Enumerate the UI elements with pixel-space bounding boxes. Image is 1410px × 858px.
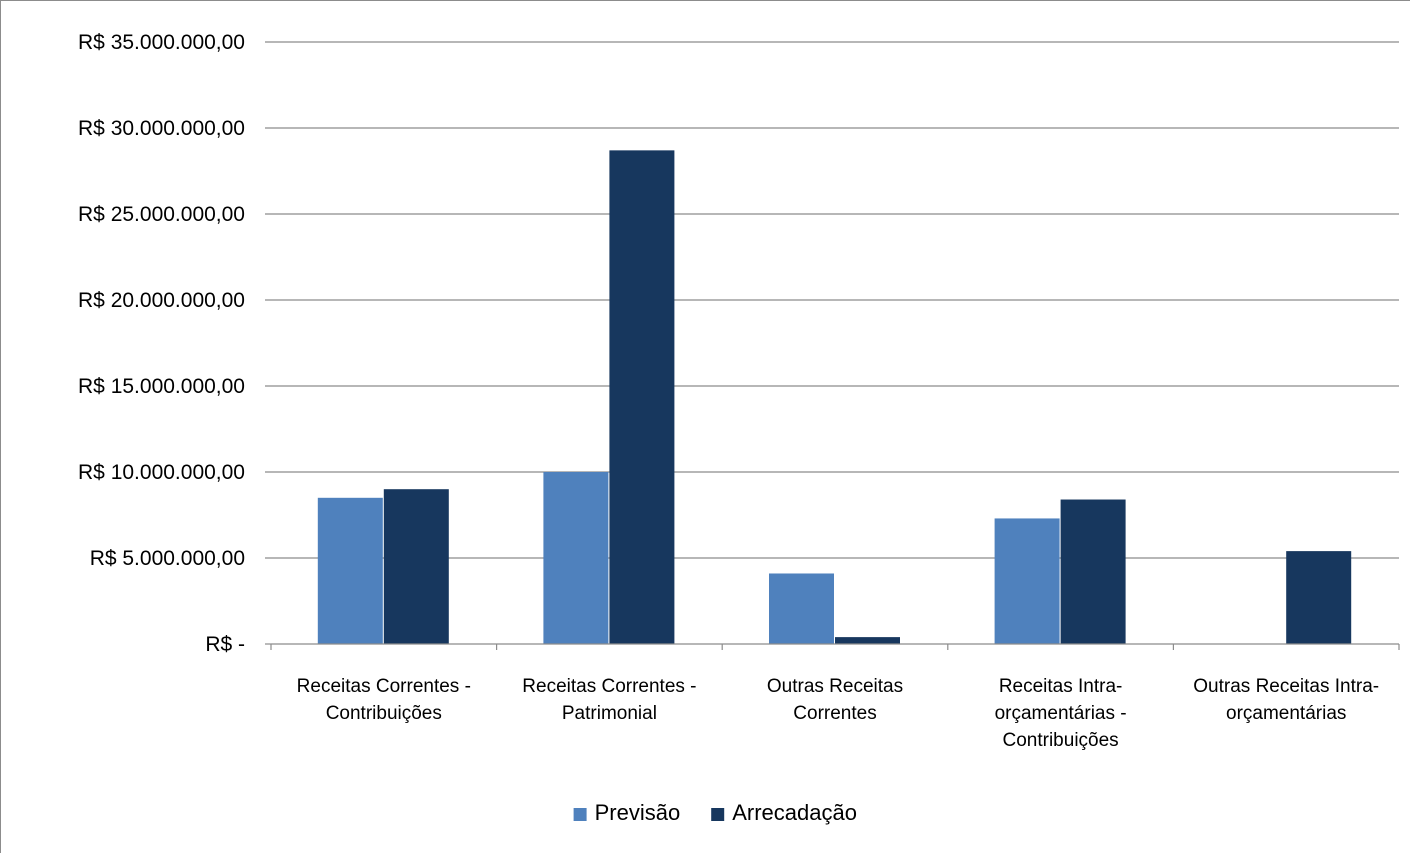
legend: Previsão Arrecadação — [573, 800, 857, 825]
bar-arrecadacao — [609, 150, 675, 645]
legend-item: Arrecadação — [711, 800, 857, 825]
bar-previsao — [994, 518, 1060, 644]
y-tick-label: R$ - — [205, 633, 245, 656]
y-tick-label: R$ 10.000.000,00 — [78, 461, 245, 484]
legend-swatch — [711, 808, 725, 821]
bar-arrecadacao — [1286, 551, 1352, 644]
bar-arrecadacao — [835, 637, 900, 644]
x-tick-label: Outras Receitas Correntes — [767, 676, 903, 724]
bar-previsao — [769, 573, 834, 644]
y-tick-label: R$ 5.000.000,00 — [90, 547, 245, 570]
x-tick-label: Receitas Correntes -Contribuições — [297, 676, 471, 724]
y-tick-label: R$ 30.000.000,00 — [78, 117, 245, 140]
y-tick-label: R$ 35.000.000,00 — [78, 31, 245, 54]
legend-swatch — [573, 808, 587, 821]
x-tick-label: Receitas Correntes -Patrimonial — [522, 676, 696, 724]
bars — [317, 150, 1352, 645]
y-tick-label: R$ 15.000.000,00 — [78, 375, 245, 398]
legend-label: Previsão — [595, 800, 681, 825]
x-tick-label: Outras Receitas Intra-orçamentárias — [1193, 676, 1379, 724]
x-axis — [270, 643, 1400, 650]
legend-item: Previsão — [573, 800, 681, 825]
y-axis-tick-labels: R$ - R$ 5.000.000,00 R$ 10.000.000,00 R$ 15… — [78, 31, 245, 656]
bar-previsao — [543, 472, 609, 644]
legend-label: Arrecadação — [732, 800, 857, 825]
y-tick-label: R$ 25.000.000,00 — [78, 203, 245, 226]
gridlines — [265, 41, 1399, 645]
bar-arrecadacao — [383, 489, 449, 644]
bar-arrecadacao — [1060, 499, 1126, 644]
x-axis-tick-labels: Receitas Correntes -Contribuições Receita… — [297, 676, 1379, 751]
x-tick-label: Receitas Intra-orçamentárias -Contribuiç… — [995, 676, 1127, 751]
y-tick-label: R$ 20.000.000,00 — [78, 289, 245, 312]
bar-previsao — [317, 497, 383, 644]
